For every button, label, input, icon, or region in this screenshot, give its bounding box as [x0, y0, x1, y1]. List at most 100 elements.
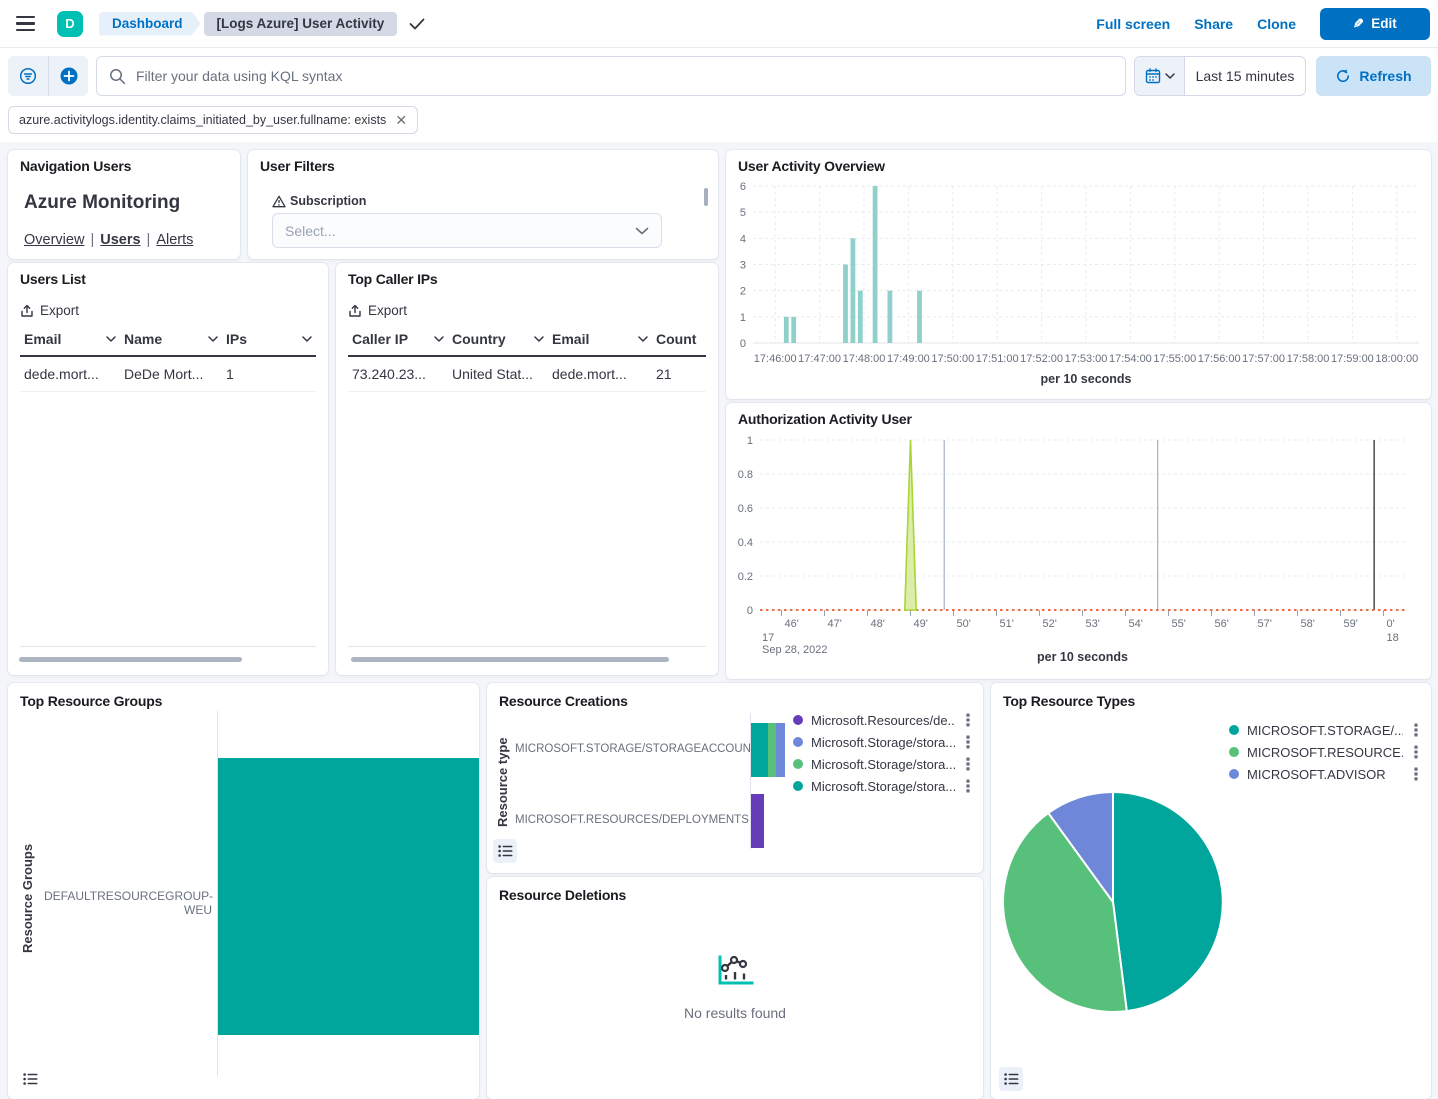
azure-monitoring-heading: Azure Monitoring — [24, 192, 181, 213]
legend-actions-button[interactable] — [1411, 723, 1421, 737]
subscription-select[interactable]: Select... — [272, 213, 662, 248]
y-axis-label: Resource Groups — [20, 843, 35, 953]
bar-segment[interactable] — [776, 723, 785, 777]
histogram-bar[interactable] — [917, 290, 922, 343]
column-header[interactable]: Country — [448, 327, 548, 357]
breadcrumb-dashboard[interactable]: Dashboard — [99, 12, 201, 36]
legend-item[interactable]: MICROSOFT.RESOURCE... — [1229, 741, 1421, 763]
pie-slice[interactable] — [1046, 790, 1114, 906]
axis-tick-label: 0 — [747, 605, 753, 617]
legend-more-icon — [966, 757, 970, 771]
saved-query-menu-button[interactable] — [8, 56, 48, 96]
export-button[interactable]: Export — [20, 303, 79, 318]
histogram-bar[interactable] — [791, 316, 797, 343]
empty-chart-icon — [718, 955, 754, 985]
category-label: MICROSOFT.RESOURCES/DEPLOYMENTS — [515, 814, 749, 826]
histogram-bar[interactable] — [843, 264, 848, 344]
histogram-bar[interactable] — [857, 290, 863, 343]
axis-tick-label: 0' — [1387, 618, 1395, 630]
stacked-bar[interactable] — [751, 794, 764, 848]
axis-tick-label: 0.2 — [738, 571, 753, 583]
pie-slice[interactable] — [1001, 811, 1128, 1013]
nav-link-users[interactable]: Users — [100, 232, 141, 248]
nav-link-alerts[interactable]: Alerts — [156, 232, 194, 248]
vertical-scrollbar[interactable] — [704, 188, 708, 206]
panel-authorization-activity: Authorization Activity User 0 0.2 0.4 0.6 0.… — [726, 403, 1431, 679]
legend-toggle-button[interactable] — [493, 839, 517, 863]
full-screen-button[interactable]: Full screen — [1096, 15, 1171, 32]
panel-title: Authorization Activity User — [738, 411, 912, 427]
pie-slice[interactable] — [1112, 790, 1224, 1013]
legend-actions-button[interactable] — [963, 757, 973, 771]
legend-color-dot — [793, 715, 803, 725]
legend-toggle-button[interactable] — [18, 1067, 42, 1091]
no-results-message: No results found — [684, 1005, 786, 1021]
legend-actions-button[interactable] — [963, 735, 973, 749]
panel-title: User Activity Overview — [738, 158, 885, 174]
column-header[interactable]: Caller IP — [348, 327, 448, 357]
remove-filter-icon[interactable]: ✕ — [395, 112, 408, 128]
list-icon — [22, 1073, 37, 1085]
legend-actions-button[interactable] — [1411, 767, 1421, 781]
legend-actions-button[interactable] — [963, 779, 973, 793]
legend-item[interactable]: MICROSOFT.ADVISOR — [1229, 763, 1421, 785]
histogram-bar[interactable] — [872, 186, 878, 343]
export-button[interactable]: Export — [348, 303, 407, 318]
hour-label: 17 — [762, 632, 774, 644]
avatar[interactable]: D — [57, 10, 83, 37]
histogram-bar[interactable] — [783, 316, 789, 343]
legend-color-dot — [1229, 747, 1239, 757]
kql-search-bar[interactable] — [96, 56, 1126, 96]
bar-segment[interactable] — [751, 794, 764, 848]
share-button[interactable]: Share — [1194, 15, 1234, 32]
spike-area-series[interactable] — [903, 439, 918, 611]
axis-tick-label: 58' — [1301, 618, 1315, 630]
select-placeholder: Select... — [285, 222, 336, 239]
horizontal-scrollbar[interactable] — [351, 657, 669, 662]
column-header[interactable]: IPs — [222, 327, 316, 357]
axis-tick-label: 0 — [740, 338, 746, 350]
stacked-bar[interactable] — [751, 723, 785, 777]
legend-item[interactable]: Microsoft.Storage/stora... — [793, 753, 973, 775]
histogram-bar[interactable] — [887, 290, 893, 343]
legend-actions-button[interactable] — [1411, 745, 1421, 759]
edit-button[interactable]: ✎ Edit — [1320, 7, 1430, 40]
search-input[interactable] — [136, 68, 1113, 84]
date-picker-calendar-button[interactable] — [1135, 57, 1185, 95]
column-header[interactable]: Name — [120, 327, 222, 357]
clone-button[interactable]: Clone — [1257, 15, 1296, 32]
filter-pill[interactable]: azure.activitylogs.identity.claims_initi… — [8, 106, 419, 134]
legend-toggle-button[interactable] — [999, 1067, 1023, 1091]
time-range-button[interactable]: Last 15 minutes — [1195, 68, 1295, 84]
axis-tick-label: 0.4 — [738, 537, 753, 549]
horizontal-scrollbar[interactable] — [19, 657, 242, 662]
legend-item[interactable]: Microsoft.Resources/de... — [793, 709, 973, 731]
legend-item[interactable]: Microsoft.Storage/stora... — [793, 731, 973, 753]
legend-item[interactable]: MICROSOFT.STORAGE/... — [1229, 719, 1421, 741]
table-cell: 21 — [652, 356, 706, 392]
legend-more-icon — [1414, 745, 1418, 759]
bar-segment[interactable] — [767, 723, 777, 777]
legend-label: Microsoft.Resources/de... — [811, 712, 955, 728]
column-header[interactable]: Email — [548, 327, 652, 357]
nav-link-overview[interactable]: Overview — [24, 232, 85, 248]
add-filter-button[interactable] — [48, 56, 88, 96]
axis-tick-label: 53' — [1086, 618, 1100, 630]
column-header[interactable]: Count — [652, 327, 706, 357]
refresh-button[interactable]: Refresh — [1316, 56, 1431, 96]
resource-types-pie-chart[interactable] — [991, 683, 1431, 1099]
legend-item[interactable]: Microsoft.Storage/stora... — [793, 775, 973, 797]
menu-icon[interactable] — [16, 12, 40, 36]
column-header[interactable]: Email — [20, 327, 120, 357]
axis-tick-label: 17:48:00 — [843, 353, 886, 365]
resource-group-bar[interactable] — [218, 758, 479, 1035]
legend-color-dot — [793, 781, 803, 791]
table-row: dede.mort... DeDe Mort... 1 — [20, 356, 316, 392]
bar-segment[interactable] — [751, 723, 768, 777]
legend-actions-button[interactable] — [963, 713, 973, 727]
column-header-label: Email — [552, 331, 590, 347]
histogram-bar[interactable] — [850, 238, 856, 343]
authorization-activity-chart[interactable]: 0 0.2 0.4 0.6 0.8 1 46' 47' 48' 49' 50' 51' 52' 53' 54… — [726, 431, 1431, 679]
